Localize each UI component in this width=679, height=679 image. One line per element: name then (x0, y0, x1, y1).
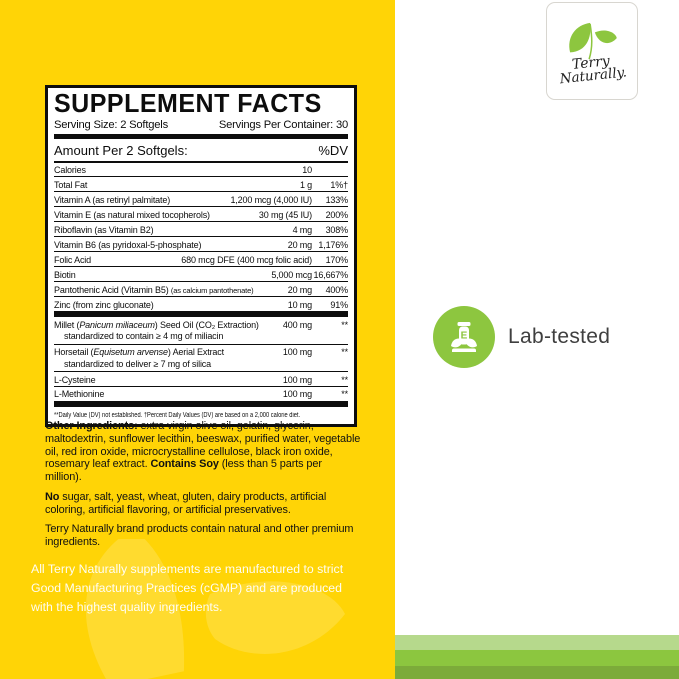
nutrient-dv: 91% (330, 299, 348, 310)
other-ingredients-paragraph: Other Ingredients: extra virgin olive oi… (45, 420, 361, 484)
stripe-mid (395, 650, 679, 666)
nutrient-amount: 1 g (299, 179, 312, 190)
nutrient-name: Pantothenic Acid (Vitamin B5) (as calciu… (54, 284, 254, 295)
contains-soy-text: (less than 5 parts per million). (45, 458, 322, 483)
nutrient-amount: 1,200 mcg (4,000 IU) (230, 194, 312, 205)
facts-rows: Calories 10 Total Fat 1 g 1%† Vitamin A (as r… (54, 163, 348, 403)
nutrient-dv: 400% (325, 284, 349, 295)
brand-note-paragraph: Terry Naturally brand products contain n… (45, 523, 354, 548)
table-row: Pantothenic Acid (Vitamin B5) (as calciu… (54, 282, 349, 298)
nutrient-dv: 1%† (330, 179, 348, 190)
nutrient-name: Folic Acid (54, 254, 92, 265)
nutrient-name: Horsetail (Equisetum arvense) Aerial Ext… (54, 347, 224, 358)
no-label: No (45, 490, 60, 503)
thick-divider (54, 133, 348, 139)
nutrient-dv: ** (341, 347, 348, 358)
lab-flask-leaves-icon: E (433, 306, 495, 368)
table-row: L-Cysteine 100 mg ** (54, 372, 348, 388)
serving-info-row: Serving Size: 2 Softgels Servings Per Co… (54, 119, 348, 134)
sprout-leaves-icon (569, 22, 617, 60)
supplement-facts-panel: SUPPLEMENT FACTS Serving Size: 2 Softgel… (45, 85, 357, 428)
nutrient-dv: ** (341, 389, 348, 400)
nutrient-amount: 20 mg (287, 284, 312, 295)
nutrient-amount: 10 (302, 164, 312, 175)
amount-per-label: Amount Per 2 Softgels: (54, 142, 188, 158)
table-row: Total Fat 1 g 1%† (54, 177, 348, 193)
nutrient-name: L-Cysteine (54, 374, 96, 385)
nutrient-dv: 1,176% (318, 239, 348, 250)
table-row: Horsetail (Equisetum arvense) Aerial Ext… (54, 345, 348, 373)
ingredients-section: Other Ingredients: extra virgin olive oi… (45, 420, 361, 556)
nutrient-amount: 10 mg (287, 299, 312, 310)
nutrient-name: Calories (54, 164, 86, 175)
leaf-watermark (85, 539, 345, 679)
other-ingredients-text: extra virgin olive oil, gelatin, glyceri… (45, 420, 361, 471)
nutrient-name: Vitamin E (as natural mixed tocopherols) (54, 209, 210, 220)
nutrient-amount: 100 mg (282, 374, 312, 385)
nutrient-name: Zinc (from zinc gluconate) (54, 299, 154, 310)
nutrient-dv: 308% (325, 224, 349, 235)
nutrient-amount: 4 mg (292, 224, 313, 235)
amount-header-row: Amount Per 2 Softgels: %DV (54, 141, 348, 163)
other-ingredients-label: Other Ingredients: (45, 420, 138, 432)
nutrient-name: Vitamin A (as retinyl palmitate) (54, 194, 171, 205)
table-row: Folic Acid 680 mcg DFE (400 mcg folic aci… (54, 252, 349, 268)
nutrient-dv: ** (341, 319, 348, 330)
thick-divider (54, 402, 348, 408)
table-row: Millet (Panicum miliaceum) Seed Oil (CO₂… (54, 312, 348, 345)
nutrient-amount: 30 mg (45 IU) (258, 209, 312, 220)
lab-tested-label: Lab-tested (508, 325, 611, 348)
cgmp-note: All Terry Naturally supplements are manu… (31, 562, 344, 615)
stripe-dark (395, 666, 679, 679)
nutrient-name: Vitamin B6 (as pyridoxal-5-phosphate) (54, 239, 202, 250)
nutrient-amount: 100 mg (282, 389, 312, 400)
nutrient-dv: 16,667% (313, 269, 349, 280)
nutrient-name: Biotin (54, 269, 76, 280)
supplement-facts-title: SUPPLEMENT FACTS (54, 88, 322, 119)
yellow-background-panel: SUPPLEMENT FACTS Serving Size: 2 Softgel… (0, 0, 395, 679)
contains-soy-label: Contains Soy (150, 458, 219, 471)
table-row: L-Methionine 100 mg ** (54, 387, 348, 403)
table-row: Riboflavin (as Vitamin B2) 4 mg 308% (54, 222, 349, 238)
no-additives-paragraph: No sugar, salt, yeast, wheat, gluten, da… (45, 491, 361, 517)
stripe-light (395, 635, 679, 650)
green-stripes-footer (395, 635, 679, 679)
nutrient-amount: 20 mg (287, 239, 312, 250)
nutrient-dv: 170% (325, 254, 349, 265)
table-row: Vitamin A (as retinyl palmitate) 1,200 mc… (54, 192, 349, 208)
nutrient-name: Millet (Panicum miliaceum) Seed Oil (CO₂… (54, 319, 259, 330)
table-row: Vitamin B6 (as pyridoxal-5-phosphate) 20 … (54, 237, 348, 253)
servings-per-container-label: Servings Per Container: 30 (218, 118, 348, 131)
table-row: Zinc (from zinc gluconate) 10 mg 91% (54, 297, 348, 313)
flask-icon: E (451, 322, 477, 352)
dv-header-label: %DV (318, 142, 348, 158)
serving-size-label: Serving Size: 2 Softgels (54, 118, 168, 131)
table-row: Vitamin E (as natural mixed tocopherols)… (54, 207, 349, 223)
nutrient-name: Total Fat (54, 179, 88, 190)
nutrient-dv: 200% (325, 209, 349, 220)
nutrient-amount: 680 mcg DFE (400 mcg folic acid) (181, 254, 312, 265)
facts-footnote: **Daily Value (DV) not established. †Per… (54, 412, 301, 420)
table-row: Biotin 5,000 mcg 16,667% (54, 267, 349, 283)
terry-naturally-logo-card: Terry Naturally. (546, 2, 638, 100)
svg-text:E: E (461, 331, 468, 342)
nutrient-name: Riboflavin (as Vitamin B2) (54, 224, 154, 235)
nutrient-standardization-note: standardized to deliver ≥ 7 mg of silica (64, 358, 212, 369)
no-additives-text: sugar, salt, yeast, wheat, gluten, dairy… (45, 490, 327, 516)
nutrient-name: L-Methionine (54, 389, 105, 400)
nutrient-amount: 400 mg (282, 319, 312, 330)
nutrient-dv: 133% (325, 194, 349, 205)
nutrient-standardization-note: standardized to contain ≥ 4 mg of miliac… (64, 331, 224, 342)
nutrient-dv: ** (341, 374, 348, 385)
table-row: Calories 10 (54, 163, 348, 178)
nutrient-amount: 100 mg (282, 347, 312, 358)
nutrient-amount: 5,000 mcg (271, 269, 312, 280)
brand-name-line2: Naturally. (559, 64, 628, 88)
lab-tested-badge: E Lab-tested (433, 306, 610, 368)
